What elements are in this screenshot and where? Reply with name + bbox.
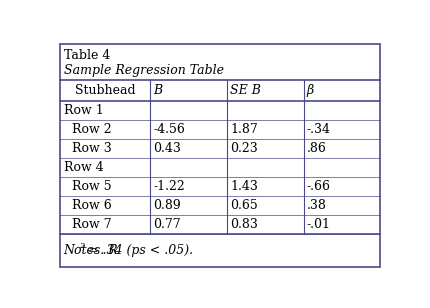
Text: Stubhead: Stubhead	[75, 84, 135, 97]
Text: Row 2: Row 2	[72, 123, 112, 136]
Text: 0.65: 0.65	[230, 199, 258, 212]
Text: .38: .38	[307, 199, 327, 212]
Text: SE B: SE B	[230, 84, 261, 97]
Text: -1.22: -1.22	[154, 180, 185, 193]
Text: -.66: -.66	[307, 180, 331, 193]
Text: .86: .86	[307, 142, 327, 155]
Text: = .34 (ps < .05).: = .34 (ps < .05).	[83, 244, 193, 257]
Text: Table 4: Table 4	[64, 49, 110, 62]
Text: Row 5: Row 5	[72, 180, 112, 193]
Text: 0.77: 0.77	[154, 218, 181, 231]
Text: 0.89: 0.89	[154, 199, 181, 212]
Text: Row 4: Row 4	[64, 161, 104, 174]
Text: 2: 2	[79, 242, 85, 250]
Text: -4.56: -4.56	[154, 123, 185, 136]
Text: B: B	[154, 84, 163, 97]
Text: 1.43: 1.43	[230, 180, 258, 193]
Text: -.01: -.01	[307, 218, 331, 231]
Text: 1.87: 1.87	[230, 123, 258, 136]
Text: β: β	[307, 84, 314, 97]
Text: 0.43: 0.43	[154, 142, 181, 155]
Text: Sample Regression Table: Sample Regression Table	[64, 64, 224, 77]
Text: -.34: -.34	[307, 123, 331, 136]
Text: Notes. R: Notes. R	[64, 244, 118, 257]
Text: 0.83: 0.83	[230, 218, 258, 231]
Text: Row 7: Row 7	[72, 218, 112, 231]
Text: 0.23: 0.23	[230, 142, 258, 155]
Text: Row 6: Row 6	[72, 199, 112, 212]
Text: Row 3: Row 3	[72, 142, 112, 155]
Text: Row 1: Row 1	[64, 104, 104, 117]
